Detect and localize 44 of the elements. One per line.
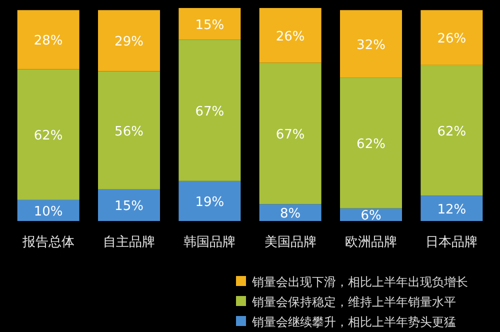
data-label: 19% (195, 194, 224, 210)
bar (420, 10, 483, 65)
data-label: 67% (276, 127, 305, 142)
bar (17, 69, 80, 200)
bar (17, 200, 80, 221)
bar (259, 62, 322, 204)
data-label: 62% (34, 128, 63, 144)
bar (178, 180, 241, 221)
data-label: 10% (34, 204, 63, 220)
x-tick-label: 欧洲品牌 (345, 235, 397, 250)
data-label: 8% (280, 206, 301, 222)
data-label: 28% (34, 34, 63, 49)
data-label: 6% (360, 208, 382, 224)
bar (98, 10, 160, 72)
x-tick-label: 报告总体 (21, 235, 74, 250)
x-tick-label: 韩国品牌 (184, 235, 236, 250)
data-label: 26% (437, 32, 466, 47)
bar (259, 8, 322, 63)
x-tick-label: 日本品牌 (426, 235, 478, 250)
data-label: 26% (276, 29, 305, 44)
data-label: 15% (114, 199, 144, 214)
bar (340, 78, 402, 208)
legend-label: 销量会保持稳定，维持上半年销量水平 (251, 295, 456, 309)
data-label: 32% (356, 38, 386, 53)
data-label: 56% (114, 124, 144, 140)
bar (98, 71, 160, 190)
bar (178, 8, 241, 40)
bar (420, 196, 483, 221)
bar (259, 204, 322, 221)
bar (178, 40, 241, 181)
data-label: 67% (195, 104, 224, 120)
data-label: 29% (114, 34, 144, 50)
x-tick-label: 美国品牌 (264, 234, 316, 250)
data-label: 12% (437, 202, 466, 218)
data-label: 15% (195, 18, 224, 33)
bar (340, 10, 402, 78)
x-tick-label: 自主品牌 (103, 234, 155, 250)
data-label: 62% (437, 124, 466, 140)
bar (17, 10, 80, 70)
legend-label: 销量会继续攀升，相比上半年势头更猛 (251, 315, 456, 329)
bar (420, 64, 483, 196)
legend-label: 销量会出现下滑，相比上半年出现负增长 (251, 275, 468, 289)
data-label: 62% (356, 136, 386, 152)
bar (98, 189, 160, 221)
